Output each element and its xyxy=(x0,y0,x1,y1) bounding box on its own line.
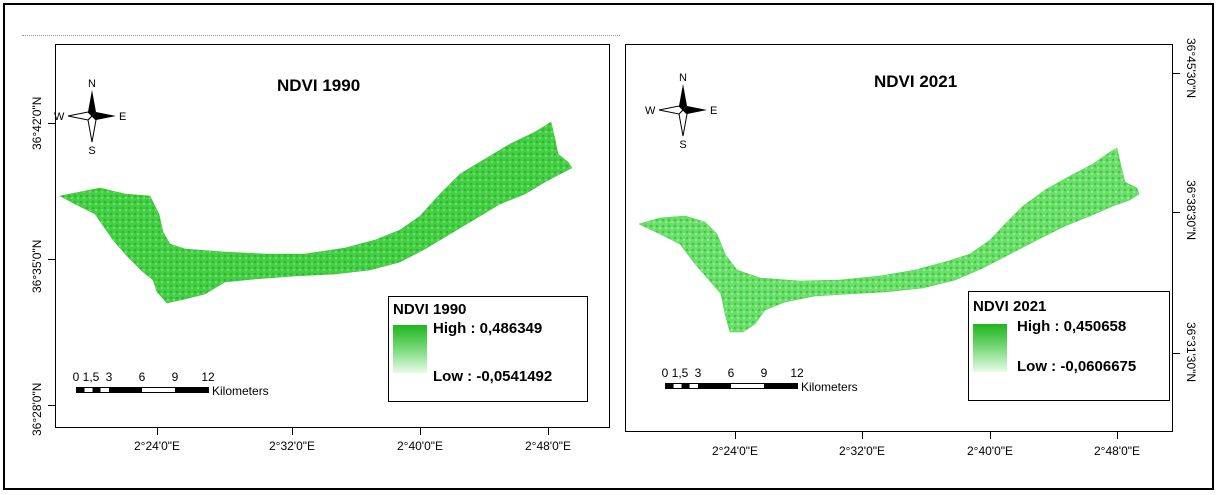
compass-rose-icon: N S W E xyxy=(645,72,717,150)
lon-tick-1990-2 xyxy=(292,428,293,435)
scale-tick-3: 6 xyxy=(138,370,146,384)
lon-tick-2021-3 xyxy=(990,432,991,439)
scale-unit: Kilometers xyxy=(801,380,858,394)
lon-label-2021-4: 2°48'0"E xyxy=(1093,444,1141,458)
lon-tick-1990-3 xyxy=(420,428,421,435)
compass-w: W xyxy=(54,111,65,123)
lat-label-2021-1: 36°45'30"N xyxy=(1184,38,1198,99)
scale-tick-4: 9 xyxy=(171,370,179,384)
legend-low-2021: Low : -0,0606675 xyxy=(1017,358,1137,375)
compass-s: S xyxy=(88,145,95,156)
lon-tick-2021-4 xyxy=(1117,432,1118,439)
lat-tick-2021-2 xyxy=(1173,212,1180,213)
scale-tick-5: 12 xyxy=(790,366,804,380)
lon-label-1990-2: 2°32'0"E xyxy=(268,439,316,453)
lon-label-1990-4: 2°48'0"E xyxy=(524,439,572,453)
coastline-shape-1990 xyxy=(59,121,573,304)
lon-label-2021-3: 2°40'0"E xyxy=(966,444,1014,458)
lat-label-2021-3: 36°31'30"N xyxy=(1184,322,1198,383)
legend-color-ramp-2021 xyxy=(973,324,1007,372)
lon-tick-1990-1 xyxy=(157,428,158,435)
scale-tick-2: 3 xyxy=(694,366,702,380)
ndvi-map-raster-1990 xyxy=(59,121,573,304)
figure-frame xyxy=(3,3,1214,490)
scale-bar-1990: 0 1,5 3 6 9 12 Kilometers xyxy=(72,370,296,400)
dotted-divider xyxy=(22,35,620,36)
scale-tick-2: 3 xyxy=(105,370,113,384)
ndvi-map-raster-2021 xyxy=(638,147,1140,333)
lat-tick-2021-3 xyxy=(1173,353,1180,354)
lat-tick-1990-3 xyxy=(48,405,55,406)
legend-title-1990: NDVI 1990 xyxy=(393,301,467,318)
scale-tick-5: 12 xyxy=(201,370,215,384)
coastline-shape-2021 xyxy=(638,147,1140,333)
legend-high-1990: High : 0,486349 xyxy=(433,320,543,337)
compass-e: E xyxy=(710,105,717,117)
compass-w: W xyxy=(645,105,656,117)
scale-tick-1: 1,5 xyxy=(82,370,100,384)
scale-bar-2021: 0 1,5 3 6 9 12 Kilometers xyxy=(661,366,885,396)
compass-n: N xyxy=(679,72,687,84)
scale-tick-0: 0 xyxy=(72,370,80,384)
compass-s: S xyxy=(679,139,686,150)
lat-label-1990-3: 36°28'0"N xyxy=(30,382,44,436)
scale-tick-1: 1,5 xyxy=(671,366,689,380)
lon-label-2021-1: 2°24'0"E xyxy=(711,444,759,458)
lat-label-2021-2: 36°38'30"N xyxy=(1184,180,1198,241)
compass-e: E xyxy=(119,111,126,123)
legend-title-2021: NDVI 2021 xyxy=(973,298,1047,315)
lon-label-2021-2: 2°32'0"E xyxy=(838,444,886,458)
scale-tick-3: 6 xyxy=(727,366,735,380)
map-title-1990: NDVI 1990 xyxy=(277,76,361,95)
legend-high-2021: High : 0,450658 xyxy=(1017,318,1127,335)
lon-tick-2021-2 xyxy=(862,432,863,439)
compass-n: N xyxy=(88,78,96,90)
scale-bar-graphic xyxy=(665,383,798,389)
lon-label-1990-3: 2°40'0"E xyxy=(396,439,444,453)
lon-tick-2021-1 xyxy=(735,432,736,439)
scale-tick-4: 9 xyxy=(760,366,768,380)
legend-1990: NDVI 1990 High : 0,486349 Low : -0,05414… xyxy=(388,296,588,402)
lon-label-1990-1: 2°24'0"E xyxy=(133,439,181,453)
lat-tick-2021-1 xyxy=(1173,73,1180,74)
scale-bar-graphic xyxy=(76,387,209,393)
lat-label-1990-2: 36°35'0"N xyxy=(30,239,44,293)
lat-tick-1990-2 xyxy=(48,259,55,260)
legend-low-1990: Low : -0,0541492 xyxy=(433,368,553,385)
lat-tick-1990-1 xyxy=(48,123,55,124)
lat-label-1990-1: 36°42'0"N xyxy=(30,96,44,150)
map-title-2021: NDVI 2021 xyxy=(874,72,958,91)
compass-rose-icon: N S W E xyxy=(54,78,126,156)
legend-color-ramp-1990 xyxy=(393,325,427,373)
scale-unit: Kilometers xyxy=(212,384,269,398)
legend-2021: NDVI 2021 High : 0,450658 Low : -0,06066… xyxy=(968,291,1170,401)
scale-tick-0: 0 xyxy=(661,366,669,380)
lon-tick-1990-4 xyxy=(548,428,549,435)
